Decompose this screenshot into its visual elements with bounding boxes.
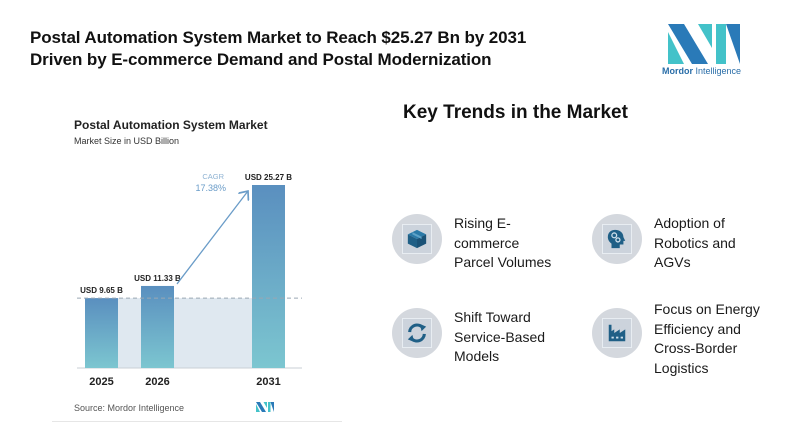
trend-item-ecommerce: Rising E- commerce Parcel Volumes bbox=[392, 214, 551, 273]
logo-text: Mordor Intelligence bbox=[662, 66, 742, 76]
chart-subtitle: Market Size in USD Billion bbox=[74, 136, 180, 146]
market-chart-panel: Postal Automation System Market Market S… bbox=[52, 108, 342, 423]
robotic-head-gears-icon bbox=[607, 229, 626, 249]
x-tick-2025: 2025 bbox=[89, 376, 113, 388]
chart-title: Postal Automation System Market bbox=[74, 118, 268, 132]
bar-2031 bbox=[252, 185, 285, 368]
logo-mark-icon bbox=[668, 24, 740, 64]
x-tick-2031: 2031 bbox=[256, 376, 280, 388]
trend-icon-circle bbox=[392, 308, 442, 358]
package-box-icon bbox=[407, 229, 427, 249]
bar-2026 bbox=[141, 285, 174, 368]
headline: Postal Automation System Market to Reach… bbox=[30, 27, 526, 71]
data-label-2026: USD 11.33 B bbox=[134, 274, 181, 283]
trend-label: Rising E- commerce Parcel Volumes bbox=[454, 215, 552, 270]
trend-label: Shift Toward Service-Based Models bbox=[454, 309, 546, 364]
headline-line-1: Postal Automation System Market to Reach… bbox=[30, 28, 527, 47]
cagr-value: 17.38% bbox=[195, 183, 226, 193]
factory-icon bbox=[608, 324, 626, 342]
headline-line-2: Driven by E-commerce Demand and Postal M… bbox=[30, 50, 492, 69]
refresh-cycle-icon bbox=[407, 323, 427, 343]
x-tick-2026: 2026 bbox=[145, 376, 169, 388]
trend-item-robotics: Adoption of Robotics and AGVs bbox=[592, 214, 736, 273]
cagr-label: CAGR bbox=[202, 172, 224, 181]
data-label-2031: USD 25.27 B bbox=[245, 173, 292, 182]
trend-label: Adoption of Robotics and AGVs bbox=[654, 215, 736, 270]
trend-icon-circle bbox=[392, 214, 442, 264]
data-label-2025: USD 9.65 B bbox=[80, 286, 123, 295]
trend-icon-circle bbox=[592, 308, 642, 358]
bar-chart: USD 9.65 B USD 11.33 B USD 25.27 B 2025 2026… bbox=[77, 172, 302, 388]
source-logo-icon bbox=[256, 402, 274, 412]
trend-item-energy-efficiency: Focus on Energy Efficiency and Cross-Bor… bbox=[592, 300, 760, 378]
key-trends-title: Key Trends in the Market bbox=[403, 102, 628, 123]
bar-2025 bbox=[85, 298, 118, 368]
reference-shade bbox=[85, 298, 285, 368]
trend-label: Focus on Energy Efficiency and Cross-Bor… bbox=[654, 301, 760, 376]
cagr-arrow bbox=[176, 191, 248, 285]
trend-item-service-models: Shift Toward Service-Based Models bbox=[392, 308, 545, 367]
chart-source: Source: Mordor Intelligence bbox=[74, 403, 185, 413]
panel-divider bbox=[52, 421, 342, 422]
trend-icon-circle bbox=[592, 214, 642, 264]
mordor-intelligence-logo: Mordor Intelligence bbox=[662, 24, 752, 80]
